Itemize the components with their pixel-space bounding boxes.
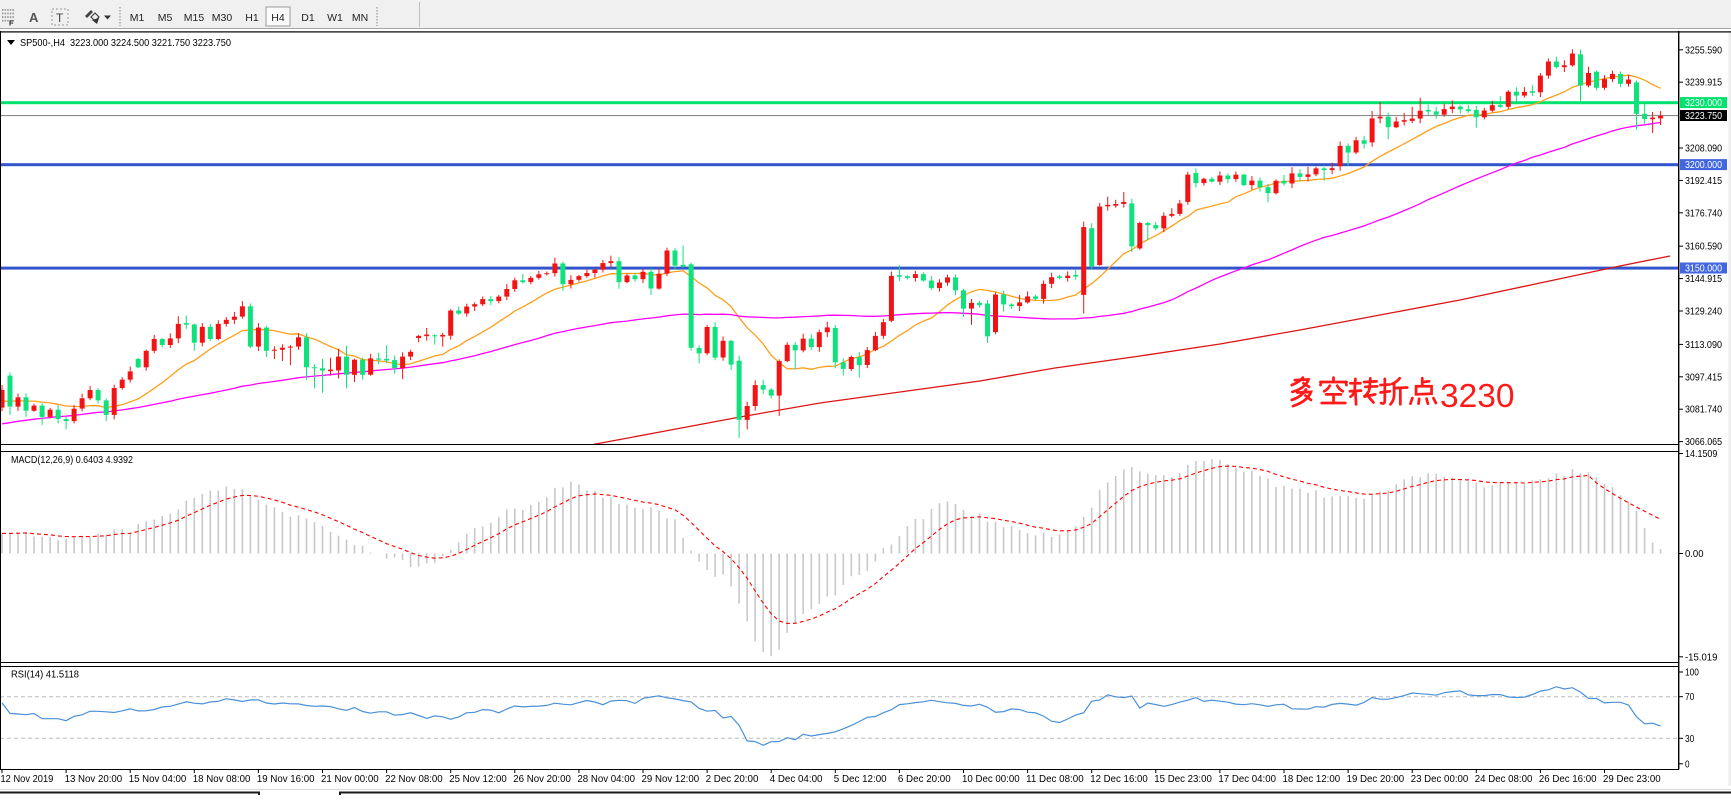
svg-text:RSI(14) 41.5118: RSI(14) 41.5118: [11, 669, 79, 681]
svg-text:6 Dec 20:00: 6 Dec 20:00: [898, 773, 951, 785]
svg-text:3255.590: 3255.590: [1685, 44, 1722, 56]
svg-text:3176.740: 3176.740: [1685, 207, 1722, 219]
svg-text:30: 30: [1685, 733, 1694, 745]
svg-text:3230: 3230: [1440, 378, 1515, 415]
svg-text:25 Nov 12:00: 25 Nov 12:00: [449, 773, 507, 785]
svg-text:T: T: [56, 11, 64, 25]
svg-text:3113.090: 3113.090: [1685, 339, 1722, 351]
svg-text:MN: MN: [352, 12, 368, 24]
svg-text:4 Dec 04:00: 4 Dec 04:00: [770, 773, 823, 785]
svg-text:M5: M5: [158, 12, 173, 24]
svg-text:M30: M30: [212, 12, 233, 24]
svg-text:26 Nov 20:00: 26 Nov 20:00: [513, 773, 571, 785]
svg-text:W1: W1: [327, 12, 343, 24]
svg-text:SP500-,H4 3223.000 3224.500 3: SP500-,H4 3223.000 3224.500 3221.750 322…: [20, 37, 231, 49]
svg-text:17 Dec 04:00: 17 Dec 04:00: [1218, 773, 1276, 785]
svg-text:15 Nov 04:00: 15 Nov 04:00: [129, 773, 187, 785]
svg-text:M15: M15: [184, 12, 205, 24]
svg-text:12 Nov 2019: 12 Nov 2019: [1, 773, 54, 785]
svg-text:70: 70: [1685, 691, 1694, 703]
svg-text:3144.915: 3144.915: [1685, 273, 1722, 285]
svg-text:29 Dec 23:00: 29 Dec 23:00: [1603, 773, 1661, 785]
svg-text:3129.240: 3129.240: [1685, 306, 1722, 318]
svg-text:3230.000: 3230.000: [1685, 97, 1722, 109]
svg-text:H4: H4: [271, 12, 285, 24]
svg-text:3160.590: 3160.590: [1685, 241, 1722, 253]
svg-text:29 Nov 12:00: 29 Nov 12:00: [642, 773, 700, 785]
svg-text:3066.065: 3066.065: [1685, 436, 1722, 448]
svg-text:19 Dec 20:00: 19 Dec 20:00: [1347, 773, 1405, 785]
svg-text:0.00: 0.00: [1685, 548, 1704, 560]
svg-text:D1: D1: [301, 12, 315, 24]
svg-text:23 Dec 00:00: 23 Dec 00:00: [1411, 773, 1469, 785]
svg-text:0: 0: [1685, 758, 1690, 770]
svg-text:10 Dec 00:00: 10 Dec 00:00: [962, 773, 1020, 785]
svg-text:11 Dec 08:00: 11 Dec 08:00: [1026, 773, 1084, 785]
svg-text:5 Dec 12:00: 5 Dec 12:00: [834, 773, 887, 785]
svg-text:3150.000: 3150.000: [1685, 263, 1722, 275]
svg-text:M1: M1: [130, 12, 145, 24]
svg-text:2 Dec 20:00: 2 Dec 20:00: [706, 773, 759, 785]
svg-text:26 Dec 16:00: 26 Dec 16:00: [1539, 773, 1597, 785]
svg-text:3192.415: 3192.415: [1685, 175, 1722, 187]
svg-text:22 Nov 08:00: 22 Nov 08:00: [385, 773, 443, 785]
svg-text:13 Nov 20:00: 13 Nov 20:00: [65, 773, 123, 785]
svg-text:19 Nov 16:00: 19 Nov 16:00: [257, 773, 315, 785]
svg-text:3239.915: 3239.915: [1685, 77, 1722, 89]
svg-text:3208.090: 3208.090: [1685, 143, 1722, 155]
svg-text:15 Dec 23:00: 15 Dec 23:00: [1154, 773, 1212, 785]
svg-text:A: A: [29, 10, 39, 25]
svg-text:12 Dec 16:00: 12 Dec 16:00: [1090, 773, 1148, 785]
svg-text:F: F: [9, 19, 14, 28]
svg-text:3223.750: 3223.750: [1685, 110, 1722, 122]
svg-text:MACD(12,26,9) 0.6403 4.9392: MACD(12,26,9) 0.6403 4.9392: [11, 454, 133, 466]
svg-text:3200.000: 3200.000: [1685, 159, 1722, 171]
svg-text:28 Nov 04:00: 28 Nov 04:00: [577, 773, 635, 785]
svg-text:24 Dec 08:00: 24 Dec 08:00: [1475, 773, 1533, 785]
svg-text:3081.740: 3081.740: [1685, 404, 1722, 416]
svg-text:18 Nov 08:00: 18 Nov 08:00: [193, 773, 251, 785]
svg-text:3097.415: 3097.415: [1685, 371, 1722, 383]
svg-text:H1: H1: [245, 12, 259, 24]
svg-text:100: 100: [1685, 667, 1699, 679]
svg-text:18 Dec 12:00: 18 Dec 12:00: [1283, 773, 1341, 785]
svg-text:21 Nov 00:00: 21 Nov 00:00: [321, 773, 379, 785]
svg-text:-15.019: -15.019: [1685, 651, 1718, 663]
svg-text:14.1509: 14.1509: [1685, 448, 1718, 460]
